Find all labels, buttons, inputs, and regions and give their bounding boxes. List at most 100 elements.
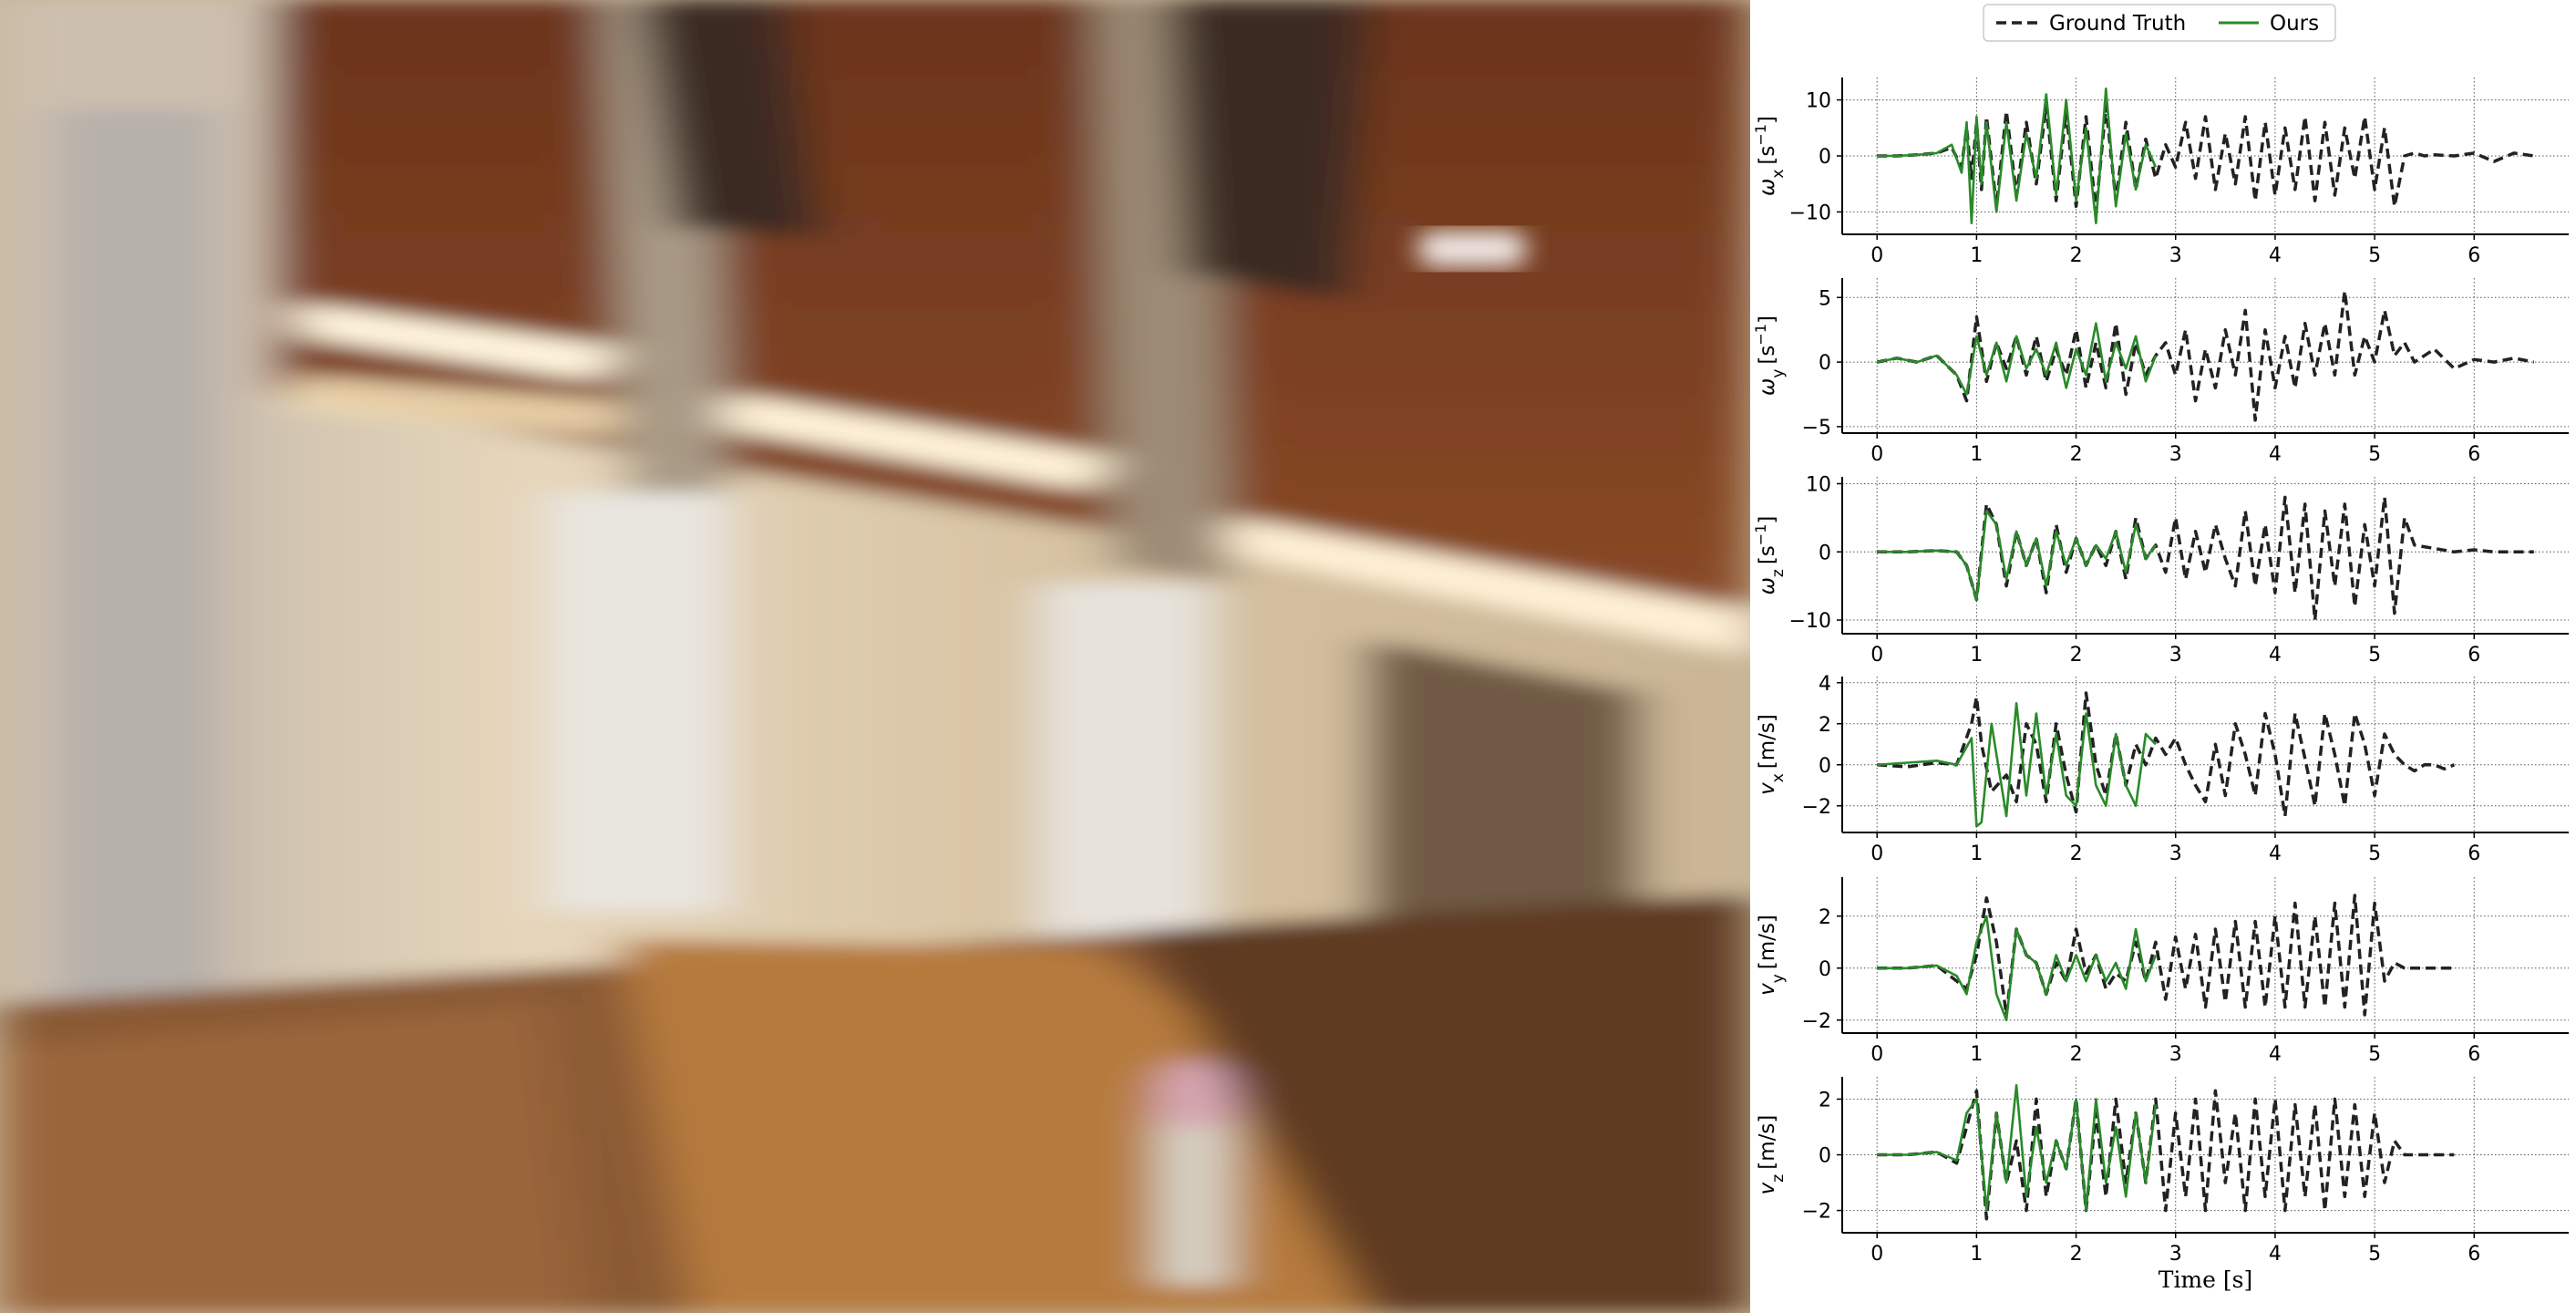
ground-truth-series-line: [1876, 289, 2535, 422]
subplot-5: 0 1 2 3 4 5 6 −2 0 2 vy [m/s]: [1756, 877, 2569, 1066]
y-tick-label: 10: [1806, 90, 1831, 113]
y-axis-label: ωz [s−1]: [1752, 516, 1788, 595]
ours-series-line: [1876, 322, 2158, 396]
x-tick-label: 3: [2169, 443, 2182, 466]
x-tick-label: 6: [2468, 1043, 2480, 1066]
y-tick-label: 5: [1819, 287, 1831, 310]
x-tick-label: 2: [2070, 1043, 2083, 1066]
legend-ours-label: Ours: [2270, 12, 2319, 36]
x-tick-label: 6: [2468, 843, 2480, 865]
y-axis-label-unit: [s: [1756, 545, 1779, 564]
x-tick-label: 2: [2070, 843, 2083, 865]
y-axis-label-superscript: −1: [1752, 524, 1769, 546]
x-tick-label: 4: [2269, 1043, 2282, 1066]
y-axis-label-symbol: v: [1756, 983, 1779, 996]
y-tick-label: −10: [1789, 610, 1831, 633]
y-axis-label-symbol: ω: [1756, 179, 1779, 196]
y-tick-label: 0: [1819, 755, 1831, 778]
x-tick-label: 4: [2269, 644, 2282, 667]
x-tick-label: 0: [1870, 244, 1883, 267]
ours-series-line: [1877, 88, 2158, 224]
subplot-4: 0 1 2 3 4 5 6 −2 0 2 4 vx [m/s]: [1756, 673, 2569, 865]
y-axis-label-symbol: ω: [1756, 378, 1779, 396]
y-axis-label-close: ]: [1756, 116, 1779, 124]
y-axis-label-symbol: v: [1756, 782, 1779, 795]
y-axis-label-close: ]: [1756, 315, 1779, 324]
y-tick-label: 0: [1819, 1145, 1831, 1168]
x-tick-label: 3: [2169, 644, 2182, 667]
y-tick-label: 0: [1819, 958, 1831, 981]
x-tick-label: 0: [1870, 1243, 1883, 1266]
x-tick-label: 6: [2468, 244, 2480, 267]
x-tick-label: 5: [2368, 443, 2381, 466]
y-axis-label: vx [m/s]: [1756, 714, 1788, 795]
x-tick-label: 5: [2368, 1243, 2381, 1266]
subplot-3: 0 1 2 3 4 5 6 −10 0 10 ωz [s−1]: [1752, 473, 2569, 667]
y-tick-label: 2: [1819, 714, 1831, 737]
x-axis-label: Time [s]: [2159, 1266, 2252, 1293]
ground-truth-series-line: [1877, 103, 2535, 214]
x-tick-label: 1: [1970, 843, 1983, 865]
y-axis-label: ωx [s−1]: [1752, 116, 1788, 196]
x-tick-label: 3: [2169, 1043, 2182, 1066]
x-tick-label: 1: [1970, 644, 1983, 667]
ours-series-line: [1877, 1083, 2158, 1212]
ground-truth-series-line: [1877, 894, 2455, 1017]
x-tick-label: 2: [2070, 644, 2083, 667]
x-tick-label: 4: [2269, 843, 2282, 865]
y-axis-label-unit: [s: [1756, 146, 1779, 165]
y-axis-label-subscript: y: [1769, 369, 1788, 378]
x-tick-label: 1: [1970, 443, 1983, 466]
y-tick-label: −2: [1802, 1010, 1831, 1033]
x-tick-label: 2: [2070, 1243, 2083, 1266]
y-tick-label: 0: [1819, 352, 1831, 375]
x-tick-label: 5: [2368, 244, 2381, 267]
y-axis-label-unit: [m/s]: [1756, 915, 1779, 969]
y-axis-label-superscript: −1: [1752, 124, 1769, 146]
y-axis-label: vy [m/s]: [1756, 915, 1788, 996]
y-tick-label: 0: [1819, 146, 1831, 169]
y-axis-label-subscript: x: [1769, 170, 1788, 179]
ours-series-line: [1877, 915, 2158, 1022]
x-tick-label: 6: [2468, 1243, 2480, 1266]
x-tick-label: 2: [2070, 244, 2083, 267]
ours-series-line: [1877, 701, 2157, 828]
y-tick-label: 4: [1819, 673, 1831, 696]
y-axis-label: vz [m/s]: [1756, 1115, 1788, 1195]
legend-frame: [1983, 4, 2336, 42]
x-tick-label: 0: [1870, 843, 1883, 865]
x-tick-label: 6: [2468, 443, 2480, 466]
y-tick-label: 2: [1819, 906, 1831, 929]
blurred-restaurant-scene: [0, 0, 1750, 1313]
x-tick-label: 1: [1970, 1043, 1983, 1066]
y-tick-label: 10: [1806, 473, 1831, 496]
y-axis-label-unit: [m/s]: [1756, 714, 1779, 769]
x-tick-label: 5: [2368, 843, 2381, 865]
y-axis-label-subscript: y: [1769, 974, 1788, 983]
subplot-1: 0 1 2 3 4 5 6 −10 0 10 ωx [s−1]: [1752, 78, 2569, 267]
x-tick-label: 3: [2169, 1243, 2182, 1266]
x-tick-label: 3: [2169, 244, 2182, 267]
y-axis-label: ωy [s−1]: [1752, 315, 1788, 396]
legend-ground-truth-label: Ground Truth: [2049, 12, 2186, 36]
y-axis-label-close: ]: [1756, 516, 1779, 524]
y-tick-label: −2: [1802, 1201, 1831, 1224]
y-tick-label: −2: [1802, 796, 1831, 819]
imu-plots-panel: Ground Truth Ours 0 1 2 3 4 5 6 −10 0 10 ωx[s−1] 0 1…: [1750, 0, 2576, 1313]
subplot-6: 0 1 2 3 4 5 6 −2 0 2 vz [m/s] Time [s]: [1756, 1077, 2569, 1293]
motion-blurred-photo: [0, 0, 1750, 1313]
x-tick-label: 1: [1970, 1243, 1983, 1266]
y-axis-label-symbol: ω: [1756, 577, 1779, 594]
x-tick-label: 1: [1970, 244, 1983, 267]
legend: Ground Truth Ours: [1983, 4, 2336, 42]
x-tick-label: 3: [2169, 843, 2182, 865]
x-tick-label: 5: [2368, 1043, 2381, 1066]
x-tick-label: 4: [2269, 244, 2282, 267]
y-axis-label-unit: [m/s]: [1756, 1115, 1779, 1170]
x-tick-label: 4: [2269, 1243, 2282, 1266]
y-axis-label-subscript: z: [1769, 569, 1788, 577]
x-tick-label: 6: [2468, 644, 2480, 667]
x-tick-label: 0: [1870, 644, 1883, 667]
